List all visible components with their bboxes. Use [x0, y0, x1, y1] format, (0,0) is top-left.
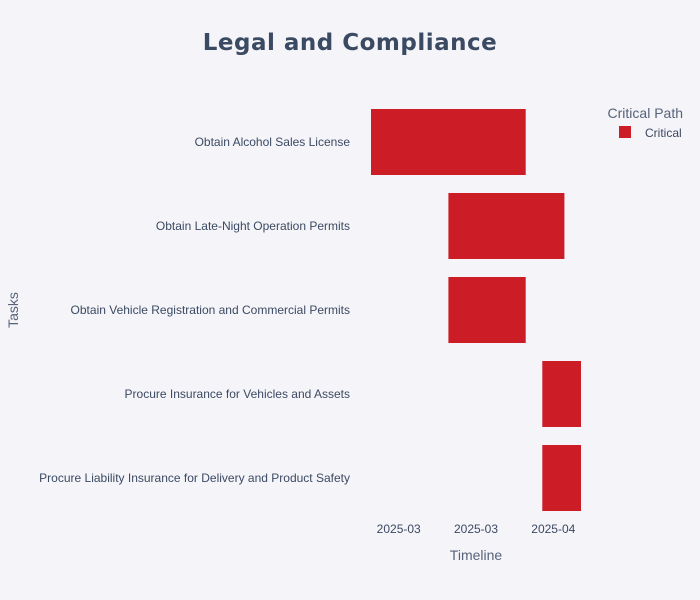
legend-swatch-critical — [619, 126, 631, 138]
legend-title: Critical Path — [608, 105, 683, 121]
bars-group — [371, 109, 581, 511]
task-bar — [448, 193, 565, 259]
x-axis-ticks: 2025-03 2025-03 2025-04 — [377, 522, 576, 536]
task-label: Obtain Alcohol Sales License — [195, 135, 351, 149]
task-bar — [371, 109, 526, 175]
x-tick-label: 2025-03 — [377, 522, 421, 536]
task-label: Procure Liability Insurance for Delivery… — [39, 471, 350, 485]
task-labels: Obtain Alcohol Sales License Obtain Late-… — [39, 135, 350, 485]
legend: Critical Path Critical — [608, 105, 683, 140]
y-axis-title: Tasks — [5, 292, 21, 328]
x-tick-label: 2025-04 — [531, 522, 575, 536]
task-bar — [448, 277, 526, 343]
task-label: Obtain Vehicle Registration and Commerci… — [71, 303, 350, 317]
task-bar — [542, 445, 581, 511]
chart-title: Legal and Compliance — [203, 30, 498, 56]
x-tick-label: 2025-03 — [454, 522, 498, 536]
x-axis-title: Timeline — [450, 547, 503, 563]
task-label: Obtain Late-Night Operation Permits — [156, 219, 350, 233]
legend-label-critical: Critical — [645, 126, 682, 140]
task-bar — [542, 361, 581, 427]
task-label: Procure Insurance for Vehicles and Asset… — [125, 387, 350, 401]
